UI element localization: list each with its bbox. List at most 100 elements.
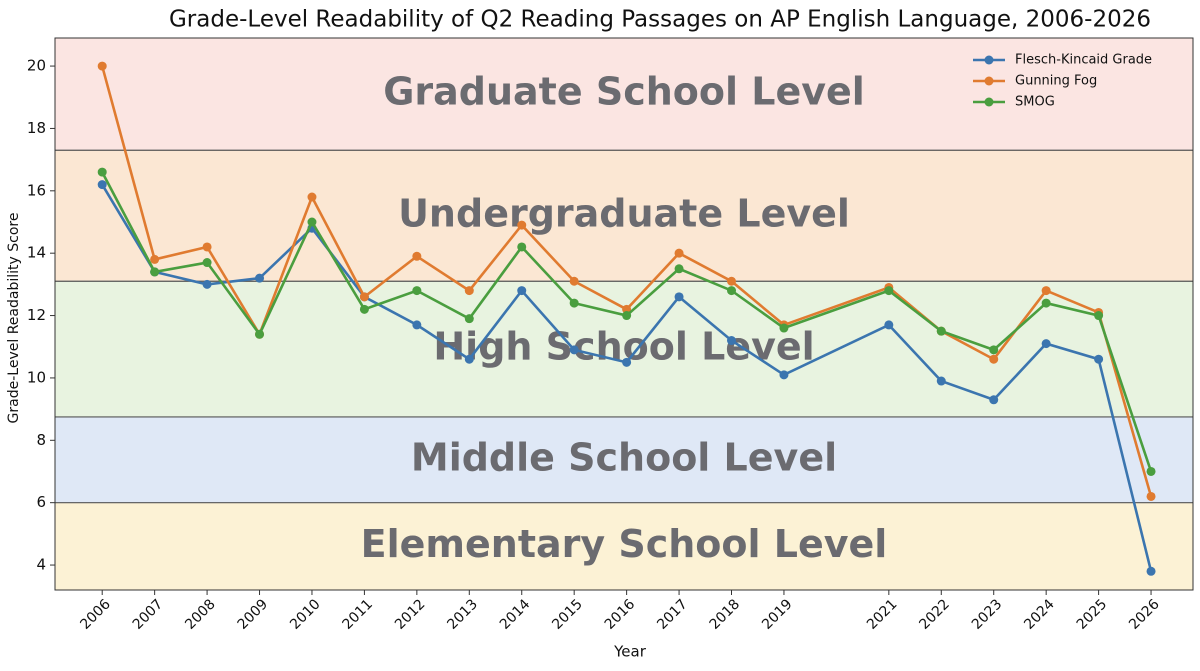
band xyxy=(55,150,1193,282)
data-point xyxy=(674,248,684,258)
legend-label: SMOG xyxy=(1015,95,1055,110)
data-point xyxy=(727,276,737,286)
data-point xyxy=(202,279,212,289)
data-point xyxy=(727,336,737,346)
data-point xyxy=(255,329,265,339)
data-point xyxy=(1094,354,1104,364)
y-tick-label: 18 xyxy=(27,119,46,137)
x-tick-label: 2010 xyxy=(287,596,324,633)
data-point xyxy=(517,286,527,296)
series-line xyxy=(101,183,1153,572)
legend-marker xyxy=(984,97,994,107)
data-point xyxy=(307,192,317,202)
data-point xyxy=(1146,566,1156,576)
data-point xyxy=(1041,339,1051,349)
data-point xyxy=(779,370,789,380)
y-tick-label: 14 xyxy=(27,244,46,262)
legend-label: Gunning Fog xyxy=(1015,74,1097,89)
data-point xyxy=(989,345,999,355)
x-tick-label: 2023 xyxy=(969,596,1006,633)
data-point xyxy=(464,354,474,364)
legend-marker xyxy=(984,55,994,65)
data-point xyxy=(727,286,737,296)
data-point xyxy=(1094,311,1104,321)
y-tick-label: 10 xyxy=(27,368,46,386)
y-tick-label: 6 xyxy=(36,493,46,511)
legend-marker xyxy=(984,76,994,86)
band-label: Middle School Level xyxy=(411,435,837,479)
x-tick-label: 2009 xyxy=(235,596,272,633)
x-tick-label: 2007 xyxy=(130,596,167,633)
x-tick-label: 2011 xyxy=(340,596,377,633)
data-point xyxy=(412,251,422,261)
data-point xyxy=(622,357,632,367)
data-point xyxy=(989,354,999,364)
data-point xyxy=(517,220,527,230)
data-point xyxy=(412,320,422,330)
data-point xyxy=(674,264,684,274)
data-point xyxy=(622,311,632,321)
data-point xyxy=(307,217,317,227)
data-point xyxy=(622,304,632,314)
x-tick-label: 2026 xyxy=(1126,596,1163,633)
series-line xyxy=(100,65,1153,497)
data-point xyxy=(464,286,474,296)
data-point xyxy=(884,320,894,330)
x-tick-label: 2018 xyxy=(707,596,744,633)
data-point xyxy=(517,242,527,252)
data-point xyxy=(97,167,107,177)
data-point xyxy=(1041,298,1051,308)
data-point xyxy=(674,292,684,302)
band xyxy=(55,38,1193,151)
x-tick-label: 2013 xyxy=(444,596,481,633)
y-tick-label: 8 xyxy=(36,431,46,449)
band-label: Undergraduate Level xyxy=(398,191,850,235)
data-point xyxy=(936,376,946,386)
data-point xyxy=(989,395,999,405)
data-point xyxy=(569,276,579,286)
data-point xyxy=(569,298,579,308)
y-axis-label: Grade-Level Readability Score xyxy=(6,213,22,424)
x-tick-label: 2024 xyxy=(1021,596,1058,633)
data-point xyxy=(1146,491,1156,501)
band-label: Elementary School Level xyxy=(361,522,888,566)
data-point xyxy=(412,286,422,296)
x-axis-label: Year xyxy=(613,643,647,661)
x-tick-label: 2016 xyxy=(602,596,639,633)
y-tick-label: 4 xyxy=(36,556,46,574)
data-point xyxy=(936,326,946,336)
x-tick-label: 2014 xyxy=(497,596,534,633)
y-tick-label: 20 xyxy=(27,57,46,75)
x-tick-label: 2022 xyxy=(916,596,953,633)
data-point xyxy=(97,61,107,71)
x-tick-label: 2019 xyxy=(759,596,796,633)
x-tick-label: 2006 xyxy=(77,596,114,633)
x-tick-label: 2012 xyxy=(392,596,429,633)
data-point xyxy=(150,254,160,264)
band xyxy=(55,416,1193,503)
plot-frame xyxy=(54,37,1194,591)
data-point xyxy=(359,304,369,314)
data-point xyxy=(779,323,789,333)
y-tick-label: 16 xyxy=(27,181,46,199)
band xyxy=(55,502,1193,590)
data-point xyxy=(1146,466,1156,476)
data-point xyxy=(97,180,107,190)
data-point xyxy=(202,242,212,252)
x-tick-label: 2025 xyxy=(1074,596,1111,633)
band-label: Graduate School Level xyxy=(383,70,865,114)
y-tick-label: 12 xyxy=(27,306,46,324)
data-point xyxy=(1041,286,1051,296)
x-tick-label: 2017 xyxy=(654,596,691,633)
data-point xyxy=(464,314,474,324)
band xyxy=(55,281,1193,417)
data-point xyxy=(359,292,369,302)
x-tick-label: 2008 xyxy=(182,596,219,633)
legend-label: Flesch-Kincaid Grade xyxy=(1015,53,1152,68)
series-line xyxy=(101,171,1153,472)
x-tick-label: 2015 xyxy=(549,596,586,633)
data-point xyxy=(202,258,212,268)
data-point xyxy=(150,267,160,277)
data-point xyxy=(255,273,265,283)
